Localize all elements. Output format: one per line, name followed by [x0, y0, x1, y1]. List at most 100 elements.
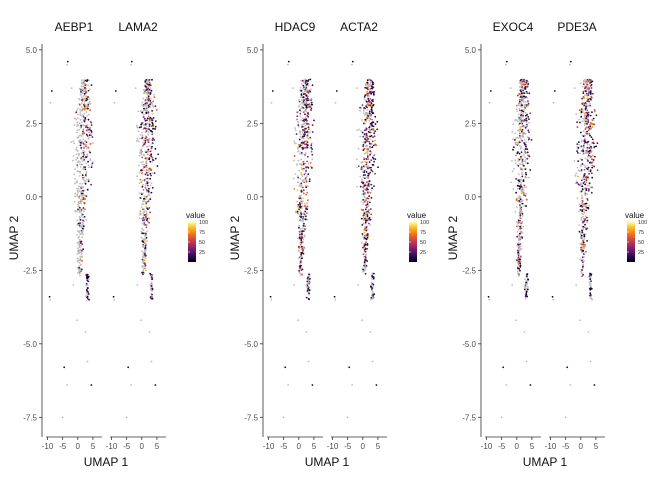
cell-point	[309, 103, 311, 106]
cell-point	[91, 162, 94, 165]
cell-point	[578, 230, 581, 233]
cell-point	[154, 105, 157, 107]
cell-point	[83, 143, 85, 146]
cell-point	[92, 142, 94, 145]
cell-point	[333, 295, 336, 298]
cell-point	[75, 118, 77, 121]
cell-point	[525, 105, 528, 108]
cell-point	[302, 129, 304, 131]
cell-point	[139, 133, 142, 136]
cell-point	[299, 103, 302, 106]
cell-point	[305, 98, 308, 100]
cell-point	[142, 245, 145, 248]
cell-point	[582, 83, 585, 85]
x-axis-title: UMAP 1	[523, 455, 568, 469]
cell-point	[141, 101, 144, 104]
cell-point	[145, 160, 148, 163]
cell-point	[78, 244, 81, 247]
cell-point	[517, 113, 520, 115]
cell-point	[144, 237, 146, 240]
cell-point	[150, 297, 153, 300]
cell-point	[143, 219, 146, 221]
cell-point	[369, 208, 372, 210]
cell-point	[569, 60, 572, 63]
cell-point	[301, 175, 304, 178]
cell-point	[580, 247, 583, 250]
cell-point	[362, 144, 365, 146]
cell-point	[582, 118, 585, 120]
cell-point	[515, 108, 518, 111]
cell-point	[588, 147, 591, 150]
cell-point	[587, 121, 589, 123]
cell-point	[81, 182, 84, 185]
cell-point	[527, 154, 529, 157]
cell-point	[307, 133, 309, 136]
cell-point	[149, 97, 152, 100]
cell-point	[78, 128, 80, 131]
cell-point	[520, 151, 523, 154]
cell-point	[136, 139, 139, 142]
cell-point	[296, 115, 299, 118]
cell-point	[519, 86, 521, 88]
cell-point	[374, 158, 377, 161]
cell-point	[367, 93, 370, 95]
cell-point	[137, 164, 140, 167]
cell-point	[590, 87, 593, 89]
cell-point	[372, 157, 375, 160]
cell-point	[364, 243, 367, 246]
cell-point	[520, 260, 522, 263]
cell-point	[357, 284, 360, 286]
cell-point	[303, 99, 305, 101]
cell-point	[86, 104, 88, 107]
cell-point	[156, 165, 159, 167]
cell-point	[581, 103, 584, 105]
cell-point	[149, 284, 152, 286]
cell-point	[146, 150, 149, 153]
cell-point	[87, 96, 89, 98]
cell-point	[305, 140, 308, 142]
legend-colorbar	[627, 222, 635, 262]
cell-point	[581, 134, 584, 137]
cell-point	[373, 93, 375, 96]
cell-point	[368, 110, 371, 113]
cell-point	[151, 186, 154, 189]
cell-point	[591, 111, 593, 113]
cell-point	[302, 249, 304, 252]
cell-point	[360, 161, 363, 164]
cell-point	[583, 120, 586, 122]
cell-point	[148, 125, 151, 127]
cell-point	[297, 146, 300, 149]
cell-point	[369, 118, 372, 120]
cell-point	[518, 200, 521, 202]
cell-point	[145, 78, 148, 81]
cell-point	[143, 222, 145, 224]
cell-point	[359, 106, 361, 109]
cell-point	[370, 81, 372, 84]
cell-point	[515, 191, 517, 194]
cell-point	[89, 128, 91, 131]
cell-point	[518, 254, 521, 257]
cell-point	[299, 115, 302, 118]
cell-point	[299, 214, 301, 216]
cell-point	[297, 319, 300, 322]
cell-point	[88, 278, 90, 280]
cell-point	[305, 193, 308, 196]
cell-point	[85, 292, 88, 294]
cell-point	[527, 129, 530, 132]
cell-point	[590, 84, 593, 86]
cell-point	[149, 100, 152, 102]
cell-point	[83, 154, 85, 156]
cell-point	[305, 84, 308, 86]
cell-point	[145, 146, 148, 148]
cell-point	[577, 183, 580, 186]
cell-point	[302, 193, 305, 195]
cell-point	[299, 210, 302, 213]
cell-point	[308, 178, 311, 181]
cell-point	[369, 79, 372, 82]
cell-point	[75, 153, 78, 156]
cell-point	[77, 192, 79, 194]
cell-point	[360, 166, 363, 169]
cell-point	[525, 86, 528, 88]
cell-point	[88, 101, 91, 103]
